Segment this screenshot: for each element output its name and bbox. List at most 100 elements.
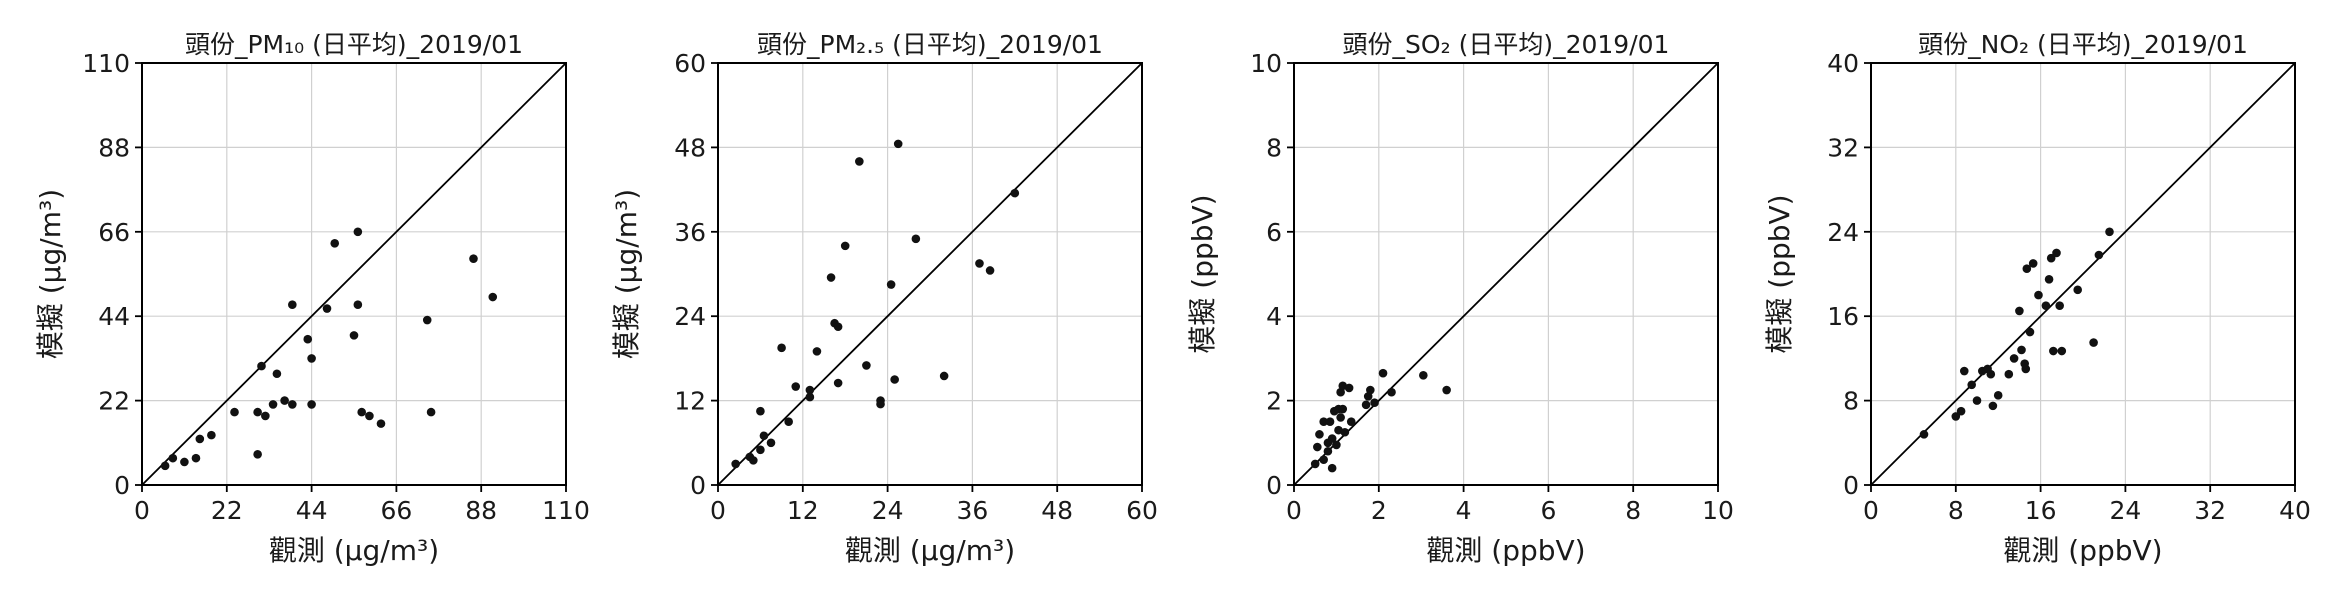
data-point [2057,346,2067,356]
data-point [855,157,864,166]
data-point [2017,345,2026,355]
y-tick-label: 0 [114,471,130,500]
data-point [1419,370,1428,380]
data-point [303,334,313,344]
chart-panel-4: 0 8 16 24 32 40 0 8 16 24 32 40 頭份_NO₂ (日平均)_2019/01… [1763,30,2311,567]
data-point [349,331,359,340]
data-point [756,406,765,416]
data-point [1442,385,1451,395]
y-tick-label: 2 [1266,387,1282,416]
data-point [939,371,949,381]
y-axis-label: 模擬 (μg/m³) [610,189,643,359]
data-point [280,396,289,405]
data-point [1336,413,1345,422]
data-point [207,430,216,440]
data-point [257,361,266,371]
x-tick-label: 24 [872,496,904,525]
x-axis-label: 觀測 (μg/m³) [269,534,439,567]
x-tick-label: 10 [1702,496,1734,525]
one-to-one-line [141,62,567,486]
y-tick-label: 88 [98,133,130,162]
data-point [2052,248,2061,258]
data-point [1344,383,1354,393]
data-point [426,407,436,417]
y-tick-label: 60 [674,49,706,78]
data-point [2089,338,2098,347]
data-point [985,266,995,275]
x-tick-label: 40 [2279,496,2311,525]
data-point [731,459,740,469]
data-point [791,382,801,391]
data-point [890,375,899,384]
data-point [268,400,278,409]
data-point [1310,459,1320,469]
y-tick-label: 8 [1843,387,1859,416]
data-point [2049,346,2058,356]
x-tick-label: 66 [380,496,412,525]
data-point [911,234,921,244]
y-tick-label: 0 [690,471,706,500]
data-point [862,361,871,370]
data-point [1319,417,1328,427]
plot-frame [1870,62,2296,486]
y-tick-label: 44 [98,302,130,331]
y-tick-label: 24 [1827,218,1859,247]
x-tick-label: 8 [1625,496,1641,525]
data-point [1346,417,1356,427]
y-axis-label: 模擬 (μg/m³) [34,189,67,359]
data-point [168,453,178,463]
data-point [777,343,786,353]
data-point [1010,188,1020,198]
data-point [2044,274,2054,284]
x-tick-label: 32 [2194,496,2226,525]
x-tick-label: 16 [2025,496,2057,525]
data-point [759,431,769,441]
data-point [469,254,478,263]
one-to-one-line [1293,62,1719,486]
chart-title: 頭份_NO₂ (日平均)_2019/01 [1918,30,2248,59]
data-point [2009,354,2019,363]
data-point [1967,380,1976,390]
x-tick-label: 22 [211,496,243,525]
data-point [1919,430,1929,439]
x-tick-label: 110 [542,496,590,525]
data-point [253,407,262,417]
data-point [2105,227,2114,237]
data-point [812,347,822,356]
data-point [307,354,316,363]
x-tick-label: 0 [134,496,150,525]
y-tick-label: 24 [674,302,706,331]
data-point [1315,430,1324,439]
one-to-one-line [717,62,1143,486]
data-point [272,369,282,379]
data-point [288,400,297,409]
data-point [1993,391,2003,400]
data-point [833,378,843,388]
y-tick-label: 8 [1266,133,1282,162]
data-point [2034,290,2043,300]
data-point [1951,412,1961,421]
x-tick-label: 2 [1371,496,1387,525]
data-point [2004,369,2014,379]
data-point [1988,401,1998,411]
data-point [2025,327,2035,337]
x-axis-label: 觀測 (ppbV) [2003,534,2162,567]
data-point [1340,427,1350,437]
plot-frame [717,62,1143,486]
x-tick-label: 48 [1041,496,1073,525]
data-point [1361,400,1371,410]
chart-title: 頭份_PM₂.₅ (日平均)_2019/01 [757,30,1103,59]
data-point [886,280,896,289]
y-tick-label: 0 [1843,471,1859,500]
data-point [180,457,189,467]
data-point [893,139,903,149]
chart-title: 頭份_SO₂ (日平均)_2019/01 [1343,30,1670,59]
y-axis-label: 模擬 (ppbV) [1186,194,1219,353]
data-point [1319,455,1328,464]
x-axis-label: 觀測 (μg/m³) [845,534,1015,567]
data-point [2073,285,2082,295]
data-point [805,385,815,395]
data-point [2022,264,2032,274]
